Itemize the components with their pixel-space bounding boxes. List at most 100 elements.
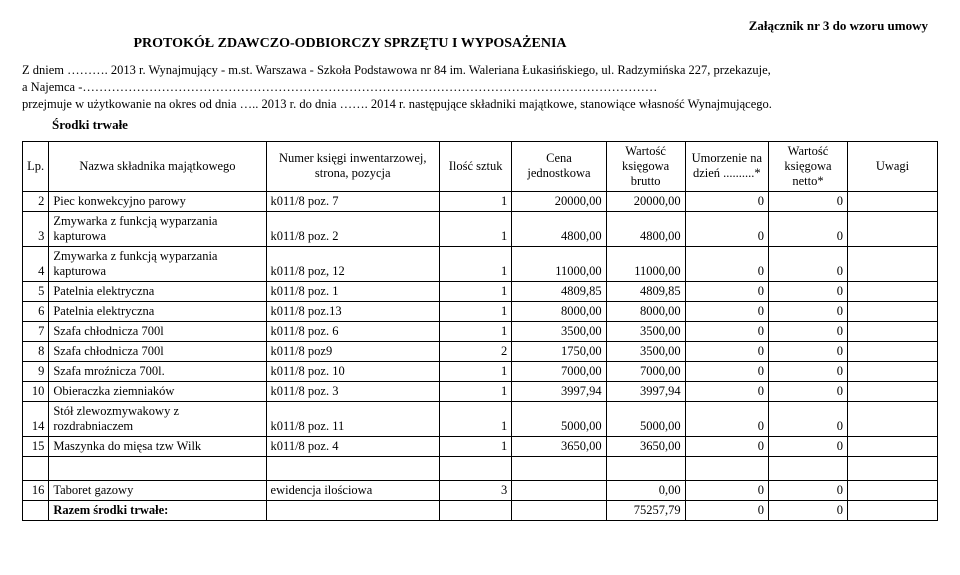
cell-price [512,480,606,500]
cell-price: 4809,85 [512,281,606,301]
total-amort: 0 [685,500,768,520]
col-lp: Lp. [23,141,49,191]
cell-amort: 0 [685,211,768,246]
cell-qty: 1 [439,211,511,246]
assets-table: Lp. Nazwa składnika majątkowego Numer ks… [22,141,938,521]
cell-gross: 20000,00 [606,191,685,211]
table-row: 15Maszynka do mięsa tzw Wilkk011/8 poz. … [23,436,938,456]
cell-amort: 0 [685,436,768,456]
intro-block: Z dniem ………. 2013 r. Wynajmujący - m.st.… [22,62,938,113]
cell-book: k011/8 poz. 4 [266,436,439,456]
cell-net: 0 [769,246,848,281]
cell-qty: 1 [439,361,511,381]
page-title: PROTOKÓŁ ZDAWCZO-ODBIORCZY SPRZĘTU I WYP… [22,36,678,52]
cell-gross: 7000,00 [606,361,685,381]
col-price: Cena jednostkowa [512,141,606,191]
cell-book: k011/8 poz. 6 [266,321,439,341]
cell-price: 3500,00 [512,321,606,341]
cell-gross: 4809,85 [606,281,685,301]
col-net: Wartość księgowa netto* [769,141,848,191]
cell-lp: 8 [23,341,49,361]
cell-net: 0 [769,191,848,211]
cell-qty: 1 [439,321,511,341]
cell-name: Stół zlewozmywakowy z rozdrabniaczem [49,401,266,436]
cell-gross: 5000,00 [606,401,685,436]
cell-name: Taboret gazowy [49,480,266,500]
cell-amort: 0 [685,480,768,500]
cell-name: Patelnia elektryczna [49,281,266,301]
cell-name: Piec konwekcyjno parowy [49,191,266,211]
cell-price: 11000,00 [512,246,606,281]
cell-net: 0 [769,480,848,500]
cell-rem [847,436,937,456]
cell-gross: 11000,00 [606,246,685,281]
cell-qty: 1 [439,381,511,401]
col-book: Numer księgi inwentarzowej, strona, pozy… [266,141,439,191]
total-gross: 75257,79 [606,500,685,520]
table-row: 9Szafa mroźnicza 700l.k011/8 poz. 101700… [23,361,938,381]
cell-amort: 0 [685,381,768,401]
cell-lp: 16 [23,480,49,500]
cell-name: Zmywarka z funkcją wyparzania kapturowa [49,211,266,246]
cell-gross: 3997,94 [606,381,685,401]
spacer-row [23,456,938,480]
cell-book: ewidencja ilościowa [266,480,439,500]
table-row: 10Obieraczka ziemniakówk011/8 poz. 31399… [23,381,938,401]
cell-price: 7000,00 [512,361,606,381]
col-rem: Uwagi [847,141,937,191]
cell-amort: 0 [685,281,768,301]
cell-price: 1750,00 [512,341,606,361]
col-amort: Umorzenie na dzień ..........* [685,141,768,191]
cell-rem [847,246,937,281]
cell-name: Szafa chłodnicza 700l [49,321,266,341]
cell-qty: 1 [439,301,511,321]
cell-lp: 4 [23,246,49,281]
attachment-note: Załącznik nr 3 do wzoru umowy [22,18,928,34]
cell-rem [847,211,937,246]
cell-net: 0 [769,321,848,341]
intro-line-3: przejmuje w użytkowanie na okres od dnia… [22,96,938,113]
cell-net: 0 [769,211,848,246]
cell-lp: 2 [23,191,49,211]
table-row: 2Piec konwekcyjno parowyk011/8 poz. 7120… [23,191,938,211]
cell-net: 0 [769,301,848,321]
cell-name: Patelnia elektryczna [49,301,266,321]
cell-amort: 0 [685,341,768,361]
cell-book: k011/8 poz. 11 [266,401,439,436]
table-row: 6Patelnia elektrycznak011/8 poz.1318000,… [23,301,938,321]
cell-rem [847,281,937,301]
cell-name: Szafa chłodnicza 700l [49,341,266,361]
cell-gross: 3650,00 [606,436,685,456]
cell-rem [847,361,937,381]
cell-book: k011/8 poz. 3 [266,381,439,401]
cell-gross: 4800,00 [606,211,685,246]
cell-lp: 9 [23,361,49,381]
cell-book: k011/8 poz9 [266,341,439,361]
cell-lp: 15 [23,436,49,456]
table-header-row: Lp. Nazwa składnika majątkowego Numer ks… [23,141,938,191]
cell-amort: 0 [685,301,768,321]
cell-book: k011/8 poz, 12 [266,246,439,281]
cell-gross: 8000,00 [606,301,685,321]
cell-price: 3997,94 [512,381,606,401]
cell-net: 0 [769,436,848,456]
cell-rem [847,381,937,401]
cell-gross: 0,00 [606,480,685,500]
col-qty: Ilość sztuk [439,141,511,191]
intro-line-2: a Najemca -……………………………………………………………………………… [22,79,938,96]
cell-qty: 1 [439,401,511,436]
cell-qty: 1 [439,281,511,301]
cell-lp: 5 [23,281,49,301]
cell-net: 0 [769,361,848,381]
cell-lp: 10 [23,381,49,401]
total-net: 0 [769,500,848,520]
cell-qty: 1 [439,191,511,211]
cell-qty: 1 [439,246,511,281]
table-row: 5Patelnia elektrycznak011/8 poz. 114809,… [23,281,938,301]
cell-lp: 3 [23,211,49,246]
cell-price: 4800,00 [512,211,606,246]
cell-rem [847,401,937,436]
subheading: Środki trwałe [52,117,938,133]
cell-rem [847,191,937,211]
cell-name: Obieraczka ziemniaków [49,381,266,401]
